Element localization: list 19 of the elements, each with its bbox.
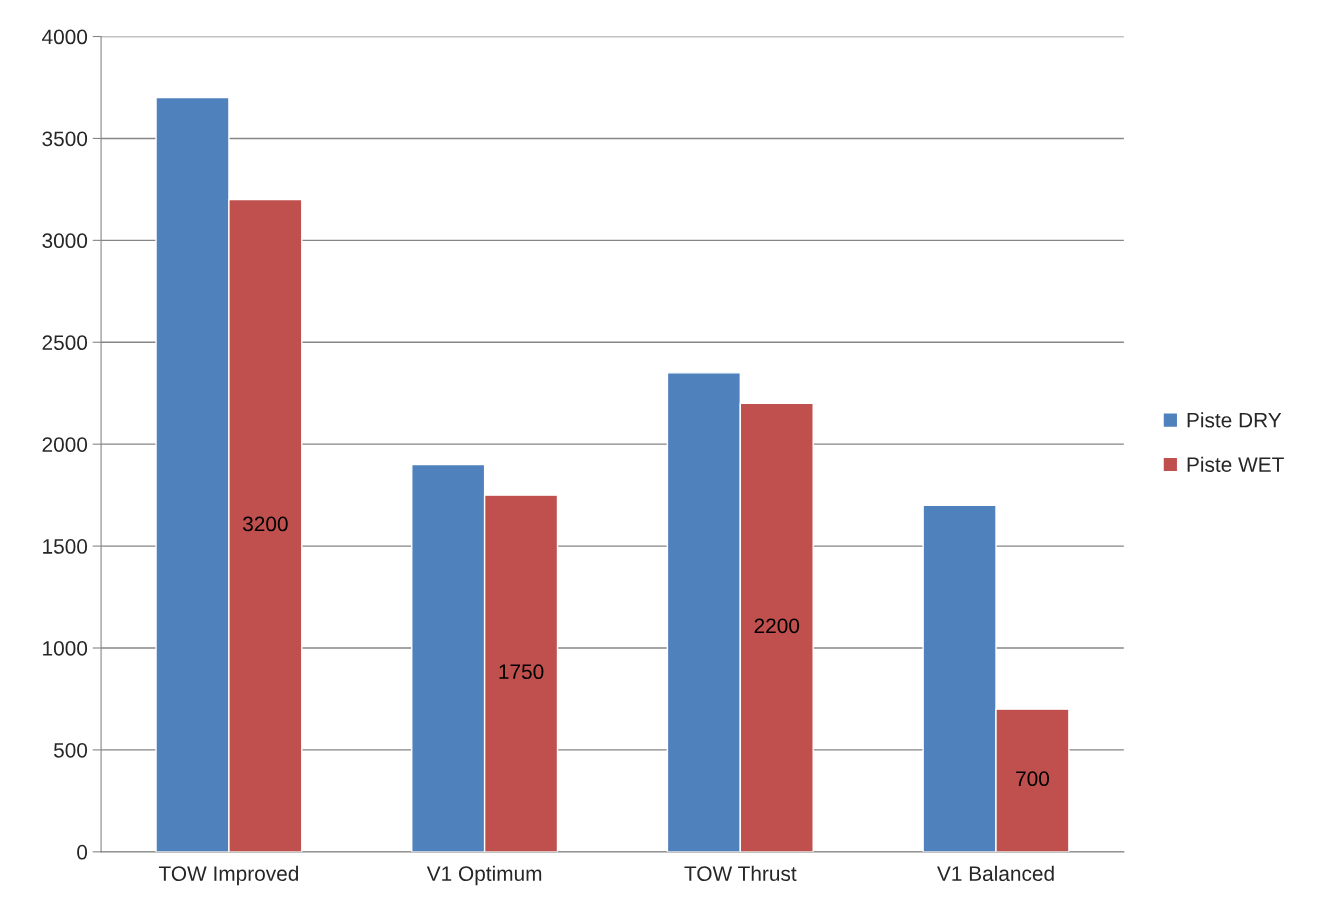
y-tick-label: 1500 [43,539,88,554]
y-tick-label: 4000 [42,29,88,45]
x-tick-label: V1 Balanced [937,865,1054,882]
legend-label: Piste WET [1187,456,1284,472]
x-tick-label: TOW Improved [158,865,299,886]
data-label: 2200 [754,618,800,634]
data-label: 700 [1016,771,1050,787]
y-tick-label: 2500 [42,335,88,351]
y-tick-label: 500 [53,742,88,758]
y-tick-label: 3000 [42,233,88,249]
y-tick-label: 3500 [42,131,88,147]
y-tick-label: 1000 [43,641,88,656]
data-label: 1750 [499,664,544,680]
legend-label: Piste DRY [1187,412,1282,428]
x-tick-label: TOW Thrust [684,865,797,882]
y-tick-label: 0 [77,844,88,860]
data-label: 3200 [242,516,288,532]
y-tick-label: 2000 [42,437,88,452]
x-tick-label: V1 Optimum [426,865,542,886]
